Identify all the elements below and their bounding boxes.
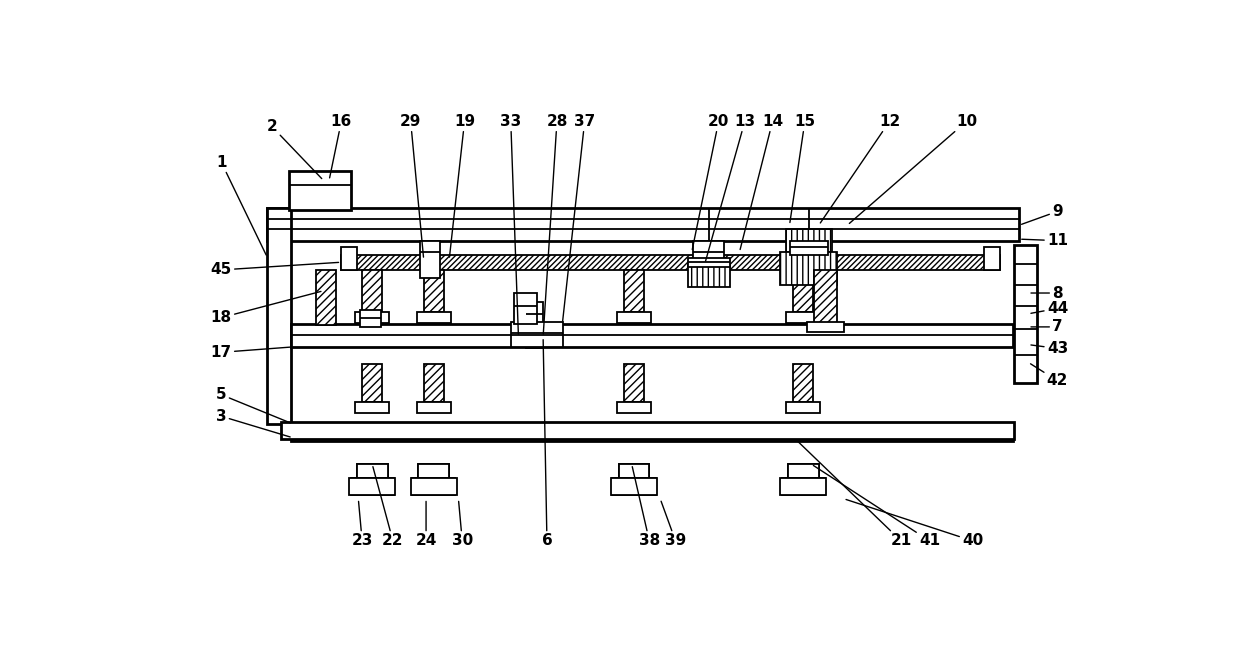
Bar bbox=[794, 364, 813, 402]
Bar bbox=[794, 270, 813, 313]
Bar bbox=[362, 270, 382, 313]
Text: 19: 19 bbox=[449, 114, 475, 257]
Text: 33: 33 bbox=[500, 114, 521, 334]
Text: 30: 30 bbox=[451, 501, 472, 549]
Bar bbox=[781, 478, 825, 495]
Bar bbox=[357, 464, 388, 478]
Bar bbox=[351, 478, 394, 495]
Bar bbox=[357, 464, 388, 478]
Bar bbox=[688, 264, 730, 287]
Bar bbox=[417, 313, 450, 323]
Bar bbox=[780, 478, 826, 495]
Bar bbox=[787, 464, 818, 478]
Text: 23: 23 bbox=[351, 501, 373, 549]
Bar bbox=[355, 402, 389, 413]
Bar bbox=[316, 270, 336, 325]
Bar bbox=[511, 322, 563, 347]
Text: 10: 10 bbox=[849, 114, 977, 224]
Bar bbox=[619, 464, 650, 478]
Bar bbox=[618, 313, 651, 323]
Text: 42: 42 bbox=[1030, 364, 1068, 388]
Text: 40: 40 bbox=[846, 499, 983, 549]
Text: 13: 13 bbox=[706, 114, 755, 261]
Bar bbox=[786, 402, 821, 413]
Text: 7: 7 bbox=[1030, 319, 1063, 334]
Bar bbox=[688, 257, 730, 267]
Text: 5: 5 bbox=[216, 387, 290, 423]
Bar bbox=[807, 322, 844, 332]
Bar bbox=[619, 464, 650, 478]
Bar bbox=[1014, 245, 1038, 383]
Bar bbox=[624, 364, 644, 402]
Bar bbox=[786, 229, 832, 252]
Text: 17: 17 bbox=[211, 345, 290, 360]
Bar bbox=[424, 364, 444, 402]
Bar bbox=[281, 422, 1014, 438]
Text: 41: 41 bbox=[813, 465, 940, 549]
Text: 24: 24 bbox=[415, 501, 436, 549]
Bar bbox=[815, 270, 837, 324]
Text: 44: 44 bbox=[1030, 301, 1068, 316]
Text: 45: 45 bbox=[211, 263, 339, 278]
Bar bbox=[613, 478, 656, 495]
Text: 2: 2 bbox=[267, 119, 321, 178]
Bar bbox=[786, 313, 821, 323]
Bar bbox=[420, 241, 440, 278]
Bar bbox=[780, 252, 837, 284]
Text: 1: 1 bbox=[216, 155, 267, 255]
Bar bbox=[350, 478, 396, 495]
Bar bbox=[618, 402, 651, 413]
Bar bbox=[268, 209, 1019, 241]
Text: 39: 39 bbox=[661, 501, 686, 549]
Text: 37: 37 bbox=[563, 114, 595, 321]
Bar bbox=[360, 310, 382, 327]
Bar bbox=[424, 270, 444, 313]
Text: 11: 11 bbox=[1022, 233, 1068, 248]
Text: 43: 43 bbox=[1030, 341, 1068, 356]
Text: 16: 16 bbox=[330, 114, 352, 178]
Text: 21: 21 bbox=[797, 442, 911, 549]
Text: 8: 8 bbox=[1030, 286, 1063, 301]
Bar bbox=[290, 424, 1013, 441]
Bar bbox=[362, 364, 382, 402]
Bar bbox=[341, 247, 357, 270]
Bar bbox=[341, 255, 999, 270]
Bar bbox=[412, 478, 455, 495]
Text: 22: 22 bbox=[373, 467, 404, 549]
Bar bbox=[418, 464, 449, 478]
Bar bbox=[693, 241, 724, 264]
Bar bbox=[611, 478, 657, 495]
Text: 14: 14 bbox=[740, 114, 784, 249]
Bar bbox=[268, 209, 290, 424]
Text: 15: 15 bbox=[790, 114, 816, 222]
Bar bbox=[790, 241, 828, 255]
Bar bbox=[410, 478, 456, 495]
Text: 9: 9 bbox=[1022, 204, 1063, 224]
Bar bbox=[526, 302, 543, 349]
Text: 38: 38 bbox=[632, 467, 660, 549]
Text: 18: 18 bbox=[211, 291, 321, 325]
Text: 29: 29 bbox=[401, 114, 424, 257]
Bar bbox=[513, 293, 537, 324]
Bar bbox=[289, 171, 351, 210]
Text: 20: 20 bbox=[692, 114, 729, 249]
Text: 6: 6 bbox=[542, 340, 552, 549]
Bar bbox=[290, 324, 1013, 347]
Bar bbox=[985, 247, 999, 270]
Text: 3: 3 bbox=[216, 409, 290, 437]
Bar bbox=[787, 464, 818, 478]
Bar bbox=[355, 313, 389, 323]
Bar bbox=[418, 464, 449, 478]
Bar bbox=[624, 270, 644, 313]
Bar bbox=[417, 402, 450, 413]
Text: 28: 28 bbox=[543, 114, 568, 334]
Text: 12: 12 bbox=[821, 114, 900, 223]
